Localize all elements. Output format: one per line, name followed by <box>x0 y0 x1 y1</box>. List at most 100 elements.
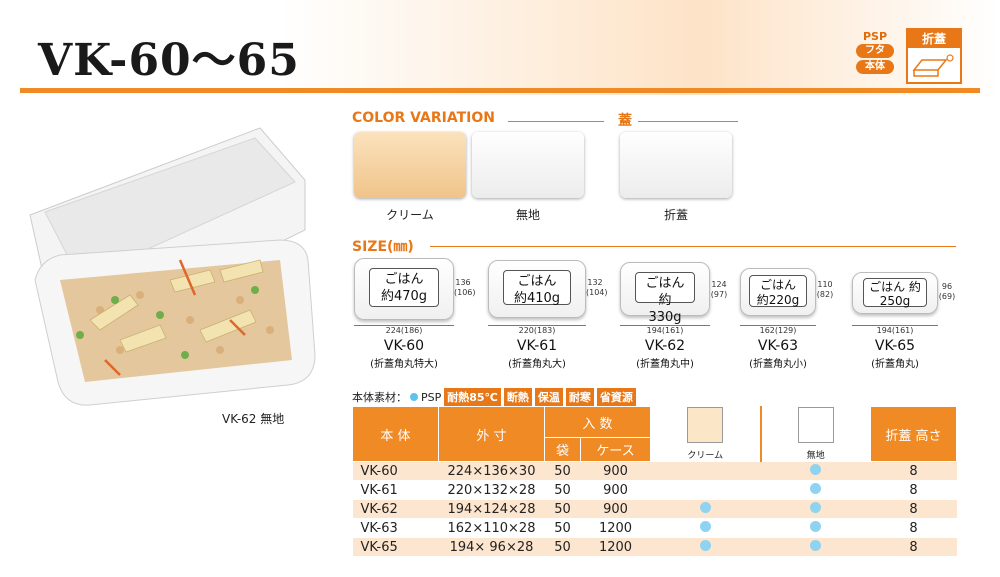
dim-w-vk63: 162(129) <box>740 325 816 335</box>
model-vk65: VK-65 (折蓋角丸) <box>835 338 955 370</box>
cream-available-dot <box>700 501 711 513</box>
th-body: 本 体 <box>352 406 439 462</box>
spec-table: 本 体 外 寸 入 数 クリーム 無地 折蓋 高さ 袋 ケース VK-60 224… <box>352 405 957 557</box>
cell-cream <box>650 537 761 557</box>
cell-bag: 50 <box>544 461 581 481</box>
cell-plain <box>760 518 871 538</box>
model-vk60: VK-60 (折蓋角丸特大) <box>344 338 464 370</box>
plain-swatch <box>472 132 584 198</box>
fold-lid-label: 折蓋 <box>908 30 960 48</box>
color-variation-title: COLOR VARIATION <box>352 110 495 126</box>
header-divider <box>20 88 980 93</box>
photo-caption: VK-62 無地 <box>222 412 285 426</box>
cell-model: VK-60 <box>352 461 439 481</box>
model-vk63-name: VK-63 <box>757 338 799 354</box>
plain-available-dot <box>810 520 821 532</box>
tray-vk63-text: ごはん 約220g <box>749 275 807 307</box>
table-row: VK-60 224×136×30 50 900 8 <box>352 461 957 481</box>
size-title: SIZE(㎜) <box>352 239 414 255</box>
plain-available-dot <box>810 482 821 494</box>
cell-dims: 162×110×28 <box>438 518 545 538</box>
cell-dims: 194× 96×28 <box>438 537 545 557</box>
dim-h-vk65: 96 (69) <box>938 282 956 301</box>
th-plain-label: 無地 <box>806 451 825 461</box>
table-row: VK-65 194× 96×28 50 1200 8 <box>352 537 957 557</box>
cell-fold-height: 8 <box>870 537 957 557</box>
cell-plain <box>760 537 871 557</box>
psp-label: PSP <box>862 30 888 43</box>
table-row: VK-63 162×110×28 50 1200 8 <box>352 518 957 538</box>
cell-plain <box>760 480 871 500</box>
cell-model: VK-65 <box>352 537 439 557</box>
plain-available-dot <box>810 501 821 513</box>
page-title: VK-60〜65 <box>38 35 300 86</box>
cell-fold-height: 8 <box>870 480 957 500</box>
cell-case: 1200 <box>580 537 651 557</box>
cell-bag: 50 <box>544 499 581 519</box>
th-fold-height: 折蓋 高さ <box>870 406 957 462</box>
cell-dims: 220×132×28 <box>438 480 545 500</box>
tag-warmth: 保温 <box>534 388 563 406</box>
material-dot <box>410 393 418 401</box>
table-row: VK-61 220×132×28 50 900 8 <box>352 480 957 500</box>
cream-label: クリーム <box>386 208 434 222</box>
plain-available-dot <box>810 463 821 475</box>
model-vk61-sub: (折蓋角丸大) <box>508 359 566 370</box>
tray-vk60-text: ごはん 約470g <box>369 268 439 307</box>
psp-badge: PSP フタ 本体 <box>846 30 904 80</box>
cream-swatch <box>354 132 466 198</box>
tray-vk62: ごはん 約330g <box>620 262 710 325</box>
model-vk63: VK-63 (折蓋角丸小) <box>718 338 838 370</box>
table-row: VK-62 194×124×28 50 900 8 <box>352 499 957 519</box>
plain-available-dot <box>810 539 821 551</box>
color-variation-line <box>508 121 604 122</box>
dim-h-vk62: 124 (97) <box>710 280 728 299</box>
th-qty: 入 数 <box>544 405 651 439</box>
cell-cream <box>650 461 761 481</box>
tray-vk61: ごはん 約410g <box>488 260 586 318</box>
dim-w-vk65: 194(161) <box>852 325 938 335</box>
cell-model: VK-63 <box>352 518 439 538</box>
size-line <box>430 246 956 247</box>
tag-cold: 耐寒 <box>565 388 594 406</box>
cell-model: VK-62 <box>352 499 439 519</box>
cell-model: VK-61 <box>352 480 439 500</box>
lid-line <box>638 121 738 122</box>
cell-case: 900 <box>580 461 651 481</box>
lid-swatch <box>620 132 732 198</box>
lid-label: 折蓋 <box>663 208 688 222</box>
hontai-label: 本体 <box>856 60 894 74</box>
cream-available-dot <box>700 520 711 532</box>
plain-label: 無地 <box>515 208 540 222</box>
cell-cream <box>650 480 761 500</box>
tray-vk60: ごはん 約470g <box>354 258 454 320</box>
model-vk60-name: VK-60 <box>383 338 425 354</box>
model-vk62-sub: (折蓋角丸中) <box>636 359 694 370</box>
tag-insulation: 断熱 <box>503 388 532 406</box>
model-vk63-sub: (折蓋角丸小) <box>749 359 807 370</box>
header-band <box>0 0 1000 95</box>
cell-case: 900 <box>580 499 651 519</box>
th-dims: 外 寸 <box>438 406 545 462</box>
cell-cream <box>650 518 761 538</box>
dim-w-vk62: 194(161) <box>620 325 710 335</box>
cell-dims: 194×124×28 <box>438 499 545 519</box>
model-vk65-name: VK-65 <box>874 338 916 354</box>
model-vk62-name: VK-62 <box>644 338 686 354</box>
th-plain: 無地 <box>759 406 871 462</box>
tray-vk61-text: ごはん 約410g <box>503 270 571 306</box>
th-bag: 袋 <box>544 437 581 462</box>
futa-label: フタ <box>856 44 894 58</box>
plain-box <box>797 407 834 443</box>
cell-case: 1200 <box>580 518 651 538</box>
fold-lid-icon <box>912 54 954 77</box>
material-psp: PSP <box>421 390 442 404</box>
model-vk60-sub: (折蓋角丸特大) <box>370 359 438 370</box>
dim-h-vk61: 132 (104) <box>586 278 608 297</box>
tray-vk63: ごはん 約220g <box>740 268 816 316</box>
dim-h-vk63: 110 (82) <box>816 280 834 299</box>
dim-w-vk61: 220(183) <box>488 325 586 335</box>
cell-plain <box>760 499 871 519</box>
cream-box <box>687 407 724 443</box>
model-vk61-name: VK-61 <box>516 338 558 354</box>
